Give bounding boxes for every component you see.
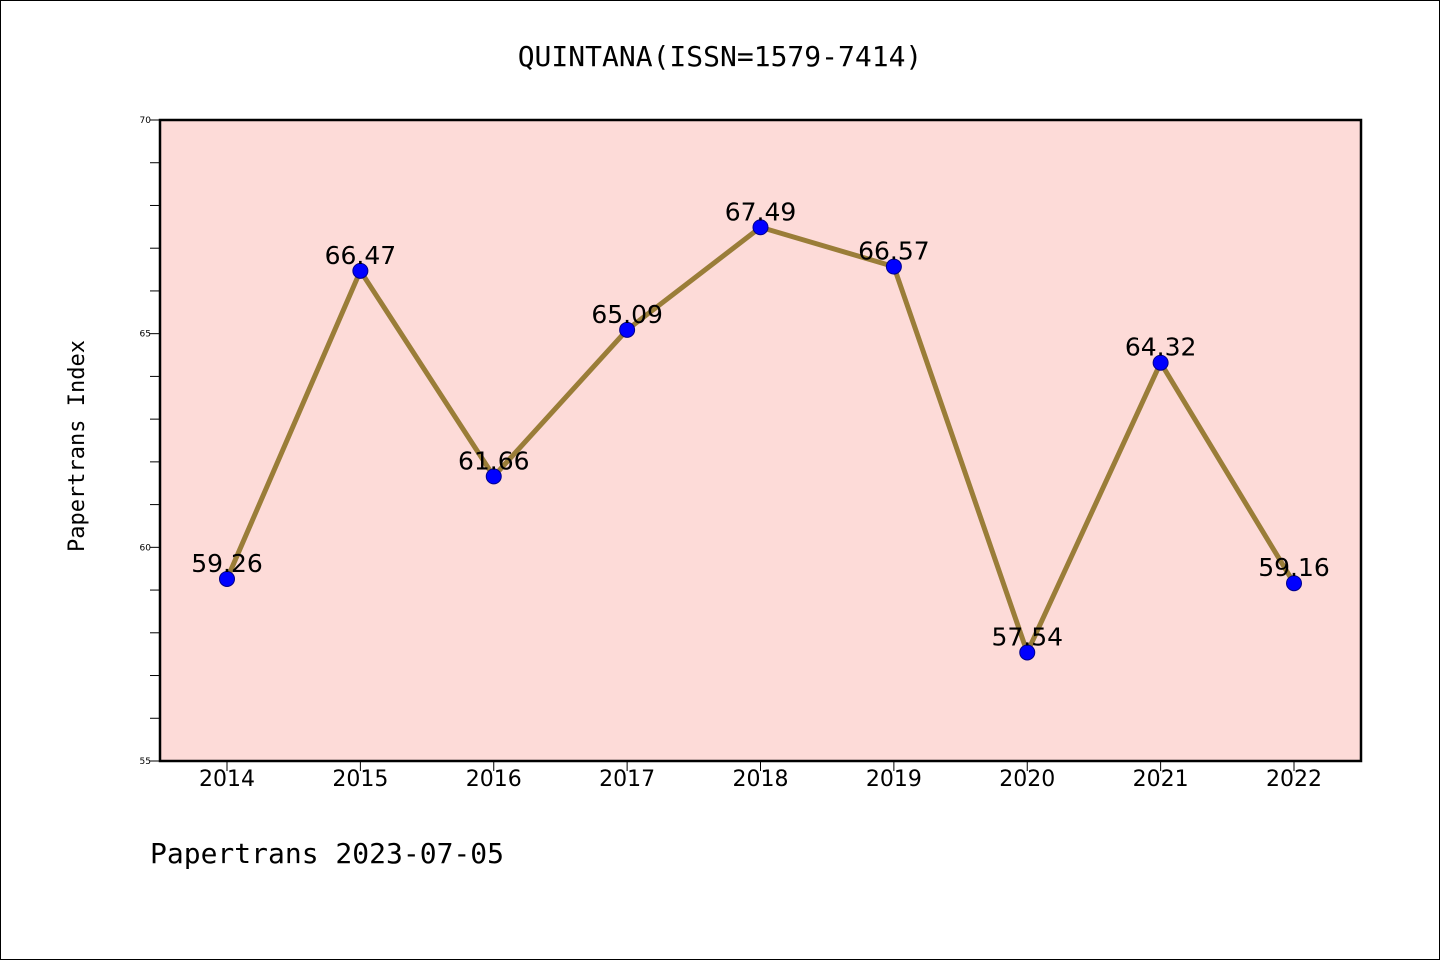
data-point <box>485 468 502 485</box>
series-layer <box>219 219 1302 661</box>
x-tick-label: 2017 <box>599 767 655 792</box>
data-point <box>1019 644 1036 661</box>
data-point <box>219 570 235 587</box>
x-tick-label: 2016 <box>466 767 522 792</box>
x-tick-label: 2020 <box>999 767 1055 792</box>
x-tick-label: 2014 <box>199 767 255 792</box>
plot-border <box>158 118 1363 763</box>
data-label: 64.32 <box>1125 333 1197 362</box>
data-point <box>1286 575 1302 592</box>
x-tick-label: 2018 <box>733 767 789 792</box>
x-tick-label: 2015 <box>332 767 388 792</box>
data-point <box>352 262 369 279</box>
x-tick-label: 2019 <box>866 767 922 792</box>
ticks-layer: 55 60 65 70 2014 2015 2016 2017 2018 2019 2020 2021… <box>140 116 1322 792</box>
data-label: 65.09 <box>591 300 663 329</box>
data-label: 66.57 <box>858 237 930 266</box>
data-label: 59.26 <box>191 549 263 578</box>
data-point <box>1152 354 1169 371</box>
y-tick-label: 55 <box>140 757 151 767</box>
data-label: 59.16 <box>1258 553 1330 582</box>
data-label: 66.47 <box>325 241 397 270</box>
data-point <box>885 258 902 275</box>
data-labels-layer: 59.26 66.47 61.66 65.09 67.49 66.57 57.54 64.32… <box>191 197 1330 651</box>
y-tick-label: 70 <box>140 116 152 126</box>
x-tick-label: 2021 <box>1133 767 1189 792</box>
x-tick-label: 2022 <box>1266 767 1322 792</box>
chart-title: QUINTANA(ISSN=1579-7414) <box>518 40 923 73</box>
data-point <box>619 321 636 338</box>
footer-text: Papertrans 2023-07-05 <box>150 837 504 870</box>
data-label: 67.49 <box>725 197 797 226</box>
y-tick-label: 60 <box>140 543 152 553</box>
data-label: 57.54 <box>991 622 1063 651</box>
y-tick-label: 65 <box>140 330 151 340</box>
data-point <box>752 219 769 236</box>
data-label: 61.66 <box>458 446 530 475</box>
y-axis-label: Papertrans Index <box>65 340 90 552</box>
